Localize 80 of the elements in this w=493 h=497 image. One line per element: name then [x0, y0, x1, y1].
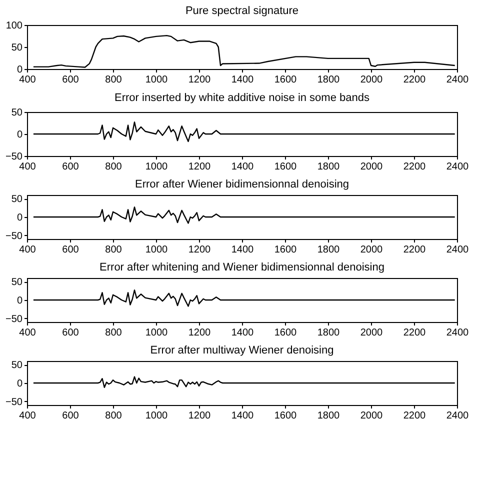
x-tick-label: 2200: [403, 162, 426, 172]
x-tick-label: 400: [19, 162, 36, 172]
x-tick-label: 1200: [188, 244, 212, 256]
x-tick-label: 600: [62, 410, 80, 422]
x-tick-label: 1000: [145, 410, 168, 422]
x-tick-label: 1400: [231, 74, 254, 86]
x-tick-label: 800: [105, 328, 122, 338]
y-tick-label: 0: [16, 64, 23, 76]
line-series: [32, 290, 456, 307]
x-tick-label: 600: [62, 162, 80, 172]
line-series: [32, 376, 456, 388]
x-tick-label: 2000: [360, 244, 384, 256]
x-tick-label: 2200: [403, 244, 426, 256]
chart-title: Error after whitening and Wiener bidimensionnal denoising: [100, 262, 384, 274]
x-tick-label: 1000: [145, 162, 168, 172]
x-tick-label: 1400: [231, 244, 254, 256]
x-tick-label: 2000: [360, 410, 384, 422]
x-tick-label: 1000: [145, 74, 168, 86]
x-tick-label: 400: [19, 328, 36, 338]
x-tick-label: 600: [62, 244, 80, 256]
x-tick-label: 800: [105, 244, 122, 256]
x-tick-label: 400: [19, 244, 36, 256]
chart-title: Error after Wiener bidimensionnal denoising: [135, 178, 349, 191]
x-tick-label: 1400: [231, 410, 254, 422]
x-tick-label: 400: [19, 410, 36, 422]
x-tick-label: 1800: [317, 244, 340, 256]
y-tick-label: 0: [16, 212, 23, 224]
x-tick-label: 1000: [145, 328, 168, 338]
chart-title: Error inserted by white additive noise in some bands: [114, 92, 370, 104]
x-tick-label: 2400: [446, 162, 470, 172]
y-tick-label: 50: [11, 277, 23, 288]
y-tick-label: 50: [11, 194, 23, 206]
x-tick-label: 1800: [317, 328, 340, 338]
y-tick-label: 0: [16, 130, 23, 140]
y-tick-label: −50: [6, 314, 23, 325]
chart-title: Error after multiway Wiener denoising: [150, 344, 334, 357]
x-tick-label: 1600: [274, 74, 298, 86]
x-tick-label: 600: [62, 328, 80, 338]
y-tick-label: 50: [11, 360, 23, 372]
x-tick-label: 1600: [274, 162, 298, 172]
line-series: [32, 122, 456, 142]
x-tick-label: 800: [105, 162, 122, 172]
x-tick-label: 1600: [274, 244, 298, 256]
y-tick-label: 100: [6, 20, 23, 32]
x-tick-label: 2200: [403, 74, 426, 86]
x-tick-label: 2400: [446, 410, 470, 422]
x-tick-label: 800: [105, 410, 122, 422]
x-tick-label: 1400: [231, 162, 254, 172]
x-tick-label: 2400: [446, 328, 470, 338]
y-tick-label: −50: [6, 396, 23, 408]
x-tick-label: 2000: [360, 162, 384, 172]
x-tick-label: 1800: [317, 410, 340, 422]
x-tick-label: 1600: [274, 410, 298, 422]
x-tick-label: 1200: [188, 162, 212, 172]
x-tick-label: 1800: [317, 74, 340, 86]
y-tick-label: 50: [11, 42, 23, 54]
x-tick-label: 2000: [360, 74, 384, 86]
x-tick-label: 2400: [446, 74, 470, 86]
x-tick-label: 800: [105, 74, 122, 86]
x-tick-label: 1200: [188, 410, 212, 422]
x-tick-label: 2000: [360, 328, 384, 338]
x-tick-label: 1800: [317, 162, 340, 172]
y-tick-label: 0: [16, 296, 23, 306]
x-tick-label: 2400: [446, 244, 470, 256]
x-tick-label: 1200: [188, 74, 212, 86]
y-tick-label: 0: [16, 378, 23, 390]
x-tick-label: 400: [19, 74, 36, 86]
chart-title: Pure spectral signature: [185, 5, 299, 17]
x-tick-label: 2200: [403, 328, 426, 338]
x-tick-label: 600: [62, 74, 80, 86]
x-tick-label: 1400: [231, 328, 254, 338]
x-tick-label: 1600: [274, 328, 298, 338]
x-tick-label: 2200: [403, 410, 426, 422]
y-tick-label: −50: [6, 230, 23, 242]
x-tick-label: 1000: [145, 244, 168, 256]
line-series: [32, 206, 456, 224]
y-tick-label: −50: [6, 152, 23, 162]
x-tick-label: 1200: [188, 328, 212, 338]
line-series: [32, 34, 456, 68]
y-tick-label: 50: [11, 108, 23, 118]
